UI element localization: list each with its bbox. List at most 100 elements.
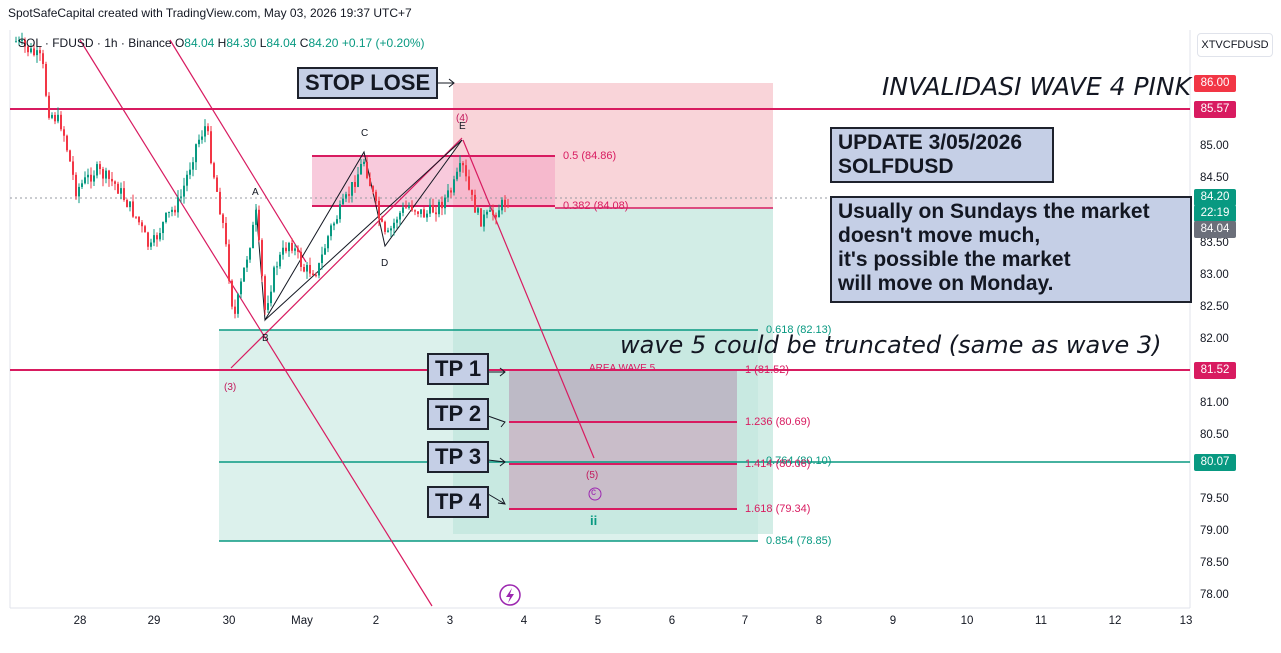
fib-label-1-236: 1.236 (80.69) [745,416,811,428]
tp1-label[interactable]: TP 1 [427,353,490,385]
candle-body [366,161,368,179]
candle-body [246,259,248,268]
market-note[interactable]: Usually on Sundays the market doesn't mo… [830,196,1192,303]
candle-body [39,50,41,54]
candle-body [78,186,80,197]
candle-body [318,263,320,276]
candle-body [300,251,302,267]
price-tick: 84.50 [1200,172,1229,184]
tp4-label[interactable]: TP 4 [427,486,490,518]
candle-body [177,197,179,213]
projection-line[interactable] [462,139,595,459]
tp2-label[interactable]: TP 2 [427,398,490,430]
time-tick: 28 [73,615,87,627]
tp3-label[interactable]: TP 3 [427,441,490,473]
candle-body [180,196,182,198]
market-note-line1: Usually on Sundays the market [838,200,1150,223]
candle-body [120,188,122,194]
price-tag-80-07: 80.07 [1194,454,1236,471]
candle-body [438,201,440,215]
candle-body [228,244,230,281]
fib-label-0-5: 0.5 (84.86) [563,150,617,162]
candle-body [84,177,86,184]
candle-body [381,218,383,222]
fib-label-1-414: 1.414 (80.06) [745,458,811,470]
candle-body [399,212,401,220]
candle-body [135,216,137,218]
candle-body [432,204,434,213]
lightning-glyph [506,588,514,603]
ohlc-close-label: C [299,36,309,50]
invalidasi-label[interactable]: INVALIDASI WAVE 4 PINK [882,72,1191,101]
candle-body [132,201,134,217]
candle-body [186,174,188,186]
time-tick: 3 [446,615,454,627]
stop-lose-label[interactable]: STOP LOSE [297,67,439,99]
candle-body [276,266,278,268]
candle-body [147,232,149,247]
ohlc-high-label: H [217,36,227,50]
candle-body [423,209,425,218]
candle-body [264,276,266,310]
candle-body [234,306,236,314]
candlestick-series[interactable] [15,32,509,319]
candle-body [51,114,53,118]
candle-body [489,210,491,212]
price-tag-open: 84.04 [1194,221,1236,238]
candle-body [336,219,338,224]
candle-body [33,48,35,56]
symbol-name[interactable]: SOL · FDUSD · 1h · Binance [18,36,172,50]
compare-symbol-button[interactable]: XTVCFDUSD [1197,33,1273,57]
candle-body [351,182,353,196]
candle-body [114,181,116,184]
price-tick: 83.50 [1200,237,1229,249]
ohlc-change: +0.17 (+0.20%) [341,36,425,50]
time-tick: 11 [1035,615,1047,627]
candle-body [396,219,398,223]
candle-body [198,139,200,145]
candle-body [243,267,245,282]
channel-upper[interactable] [230,137,463,369]
ohlc-low: 84.04 [266,36,297,50]
candle-body [393,222,395,229]
candle-body [459,163,461,172]
candle-body [306,264,308,272]
candle-body [387,230,389,232]
channel-line-left[interactable] [79,39,433,607]
time-tick: 4 [520,615,528,627]
price-tick: 78.00 [1200,589,1229,601]
candle-body [156,235,158,240]
candle-body [171,209,173,212]
candle-body [168,211,170,213]
candle-body [165,212,167,223]
candle-body [486,211,488,215]
candle-body [477,208,479,213]
candle-body [414,210,416,212]
candle-body [258,209,260,241]
symbol-bar[interactable]: SOL · FDUSD · 1h · Binance O84.04 H84.30… [18,36,425,50]
time-tick: 13 [1179,615,1193,627]
update-note[interactable]: UPDATE 3/05/2026 SOLFDUSD [830,127,1054,183]
candle-body [240,281,242,295]
candle-body [204,126,206,137]
candle-body [117,183,119,194]
candle-body [213,163,215,178]
candle-body [384,221,386,232]
candle-body [105,170,107,179]
candle-body [72,161,74,175]
wave-point-ii: ii [590,513,598,528]
candle-body [66,135,68,151]
candle-body [507,205,509,207]
time-tick: 30 [222,615,236,627]
candle-body [333,223,335,226]
candle-body [420,209,422,214]
candle-body [21,39,23,41]
candle-body [321,254,323,264]
time-tick: 6 [668,615,676,627]
candle-body [411,205,413,211]
wave5-note[interactable]: wave 5 could be truncated (same as wave … [620,331,1162,359]
channel-line-right-top[interactable] [169,39,307,263]
candle-body [60,114,62,130]
price-tick: 82.50 [1200,301,1229,313]
candle-body [444,197,446,209]
